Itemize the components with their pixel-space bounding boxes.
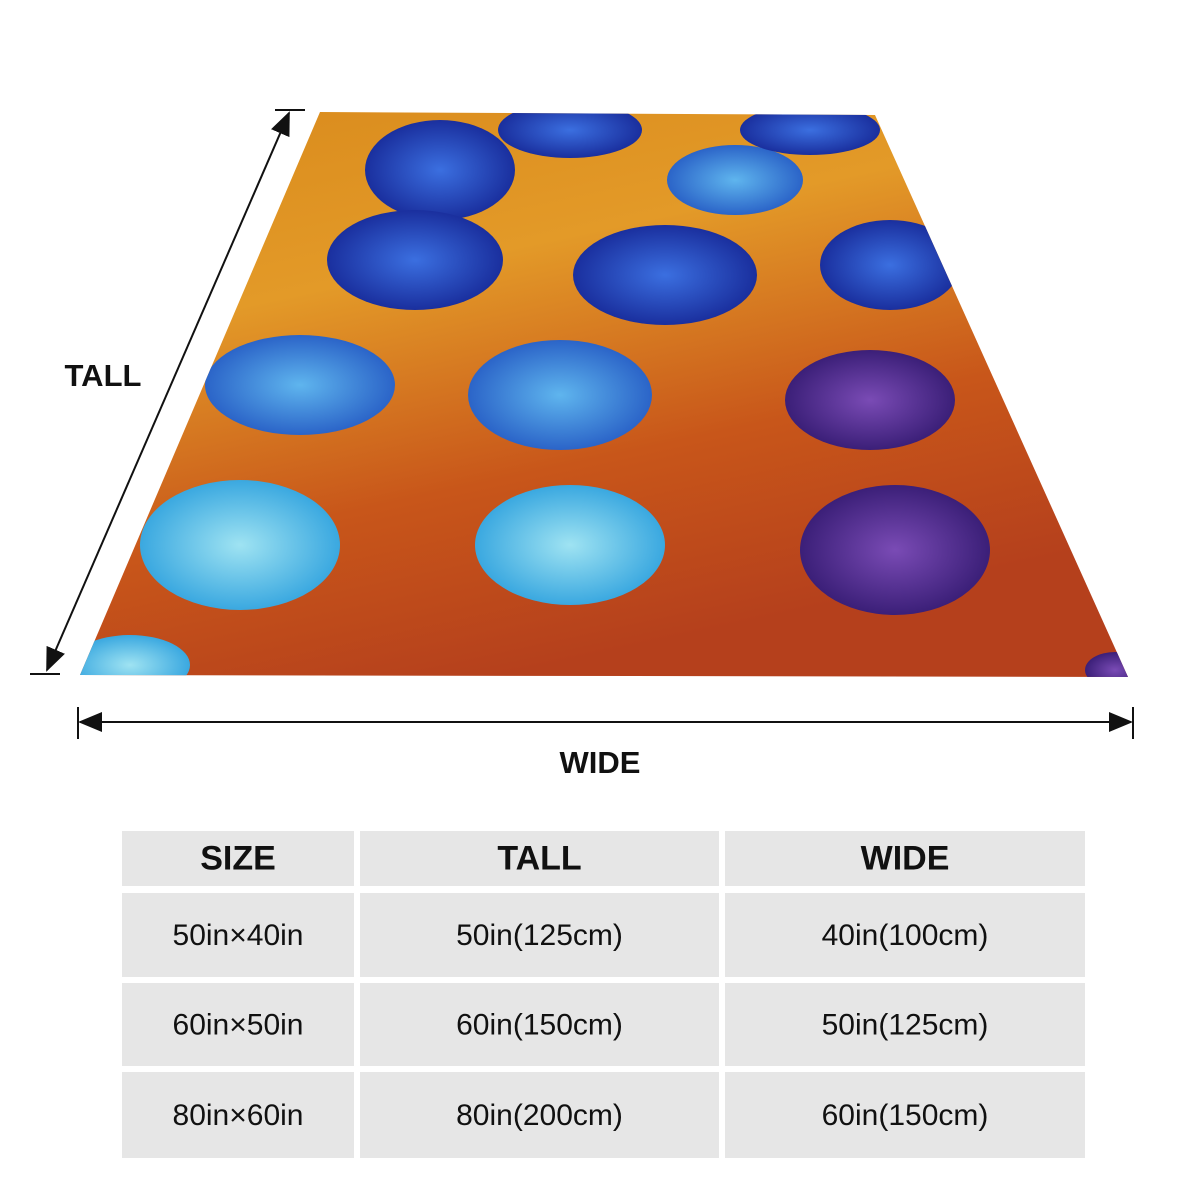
table-cell: [725, 983, 1085, 1066]
table-cell: [122, 983, 354, 1066]
dot: [140, 480, 340, 610]
table-cell: [360, 893, 719, 977]
dot: [365, 120, 515, 220]
table-cell: [725, 831, 1085, 886]
wide-label: WIDE: [560, 745, 641, 780]
table-cell: [360, 983, 719, 1066]
table-cell: [360, 1072, 719, 1158]
table-cell: [360, 831, 719, 886]
dot: [785, 350, 955, 450]
tall-arrow: [46, 111, 290, 672]
dot: [1085, 652, 1128, 677]
table-cell: [725, 1072, 1085, 1158]
data-cell: 50in(125cm): [456, 919, 623, 952]
dot: [327, 210, 503, 310]
header-cell: WIDE: [861, 839, 950, 877]
header-cell: TALL: [497, 839, 581, 877]
dot: [468, 340, 652, 450]
dot: [475, 485, 665, 605]
table-cell: [725, 893, 1085, 977]
data-cell: 80in(200cm): [456, 1099, 623, 1132]
data-cell: 60in×50in: [173, 1008, 304, 1041]
table-cell: [122, 893, 354, 977]
dimension-lines: TALL WIDE: [30, 109, 1134, 780]
dot: [820, 220, 960, 310]
data-cell: 40in(100cm): [822, 919, 989, 952]
tall-label: TALL: [65, 358, 142, 393]
table-cell: [122, 1072, 354, 1158]
blanket: [80, 112, 1128, 677]
data-cell: 80in×60in: [173, 1099, 304, 1132]
dot: [205, 335, 395, 435]
data-cell: 50in×40in: [173, 919, 304, 952]
data-cell: 60in(150cm): [822, 1099, 989, 1132]
data-cell: 50in(125cm): [822, 1008, 989, 1041]
dot: [573, 225, 757, 325]
dot: [667, 145, 803, 215]
header-cell: SIZE: [200, 839, 276, 877]
data-cell: 60in(150cm): [456, 1008, 623, 1041]
dot: [498, 112, 642, 158]
dot: [800, 485, 990, 615]
dot: [80, 635, 190, 677]
dot: [740, 112, 880, 155]
size-table: SIZE TALL WIDE 50in×40in 50in(125cm) 40in(100…: [122, 831, 1085, 1158]
table-cell: [122, 831, 354, 886]
